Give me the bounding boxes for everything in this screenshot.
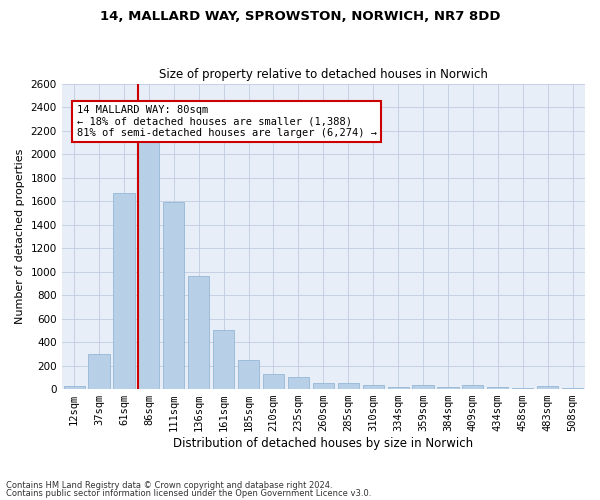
- Bar: [412, 385, 434, 389]
- Text: 14 MALLARD WAY: 80sqm
← 18% of detached houses are smaller (1,388)
81% of semi-d: 14 MALLARD WAY: 80sqm ← 18% of detached …: [77, 104, 377, 138]
- Bar: [487, 386, 508, 389]
- Bar: [163, 202, 184, 389]
- Text: Contains HM Land Registry data © Crown copyright and database right 2024.: Contains HM Land Registry data © Crown c…: [6, 481, 332, 490]
- Bar: [188, 276, 209, 389]
- Bar: [88, 354, 110, 389]
- Bar: [562, 388, 583, 389]
- Bar: [238, 360, 259, 389]
- Bar: [462, 385, 484, 389]
- Bar: [338, 383, 359, 389]
- Bar: [537, 386, 558, 389]
- Bar: [64, 386, 85, 389]
- Bar: [388, 386, 409, 389]
- Y-axis label: Number of detached properties: Number of detached properties: [15, 148, 25, 324]
- Bar: [362, 385, 384, 389]
- Bar: [213, 330, 234, 389]
- Text: 14, MALLARD WAY, SPROWSTON, NORWICH, NR7 8DD: 14, MALLARD WAY, SPROWSTON, NORWICH, NR7…: [100, 10, 500, 23]
- Bar: [113, 193, 134, 389]
- Bar: [437, 386, 458, 389]
- Bar: [288, 378, 309, 389]
- Bar: [512, 388, 533, 389]
- Title: Size of property relative to detached houses in Norwich: Size of property relative to detached ho…: [159, 68, 488, 81]
- X-axis label: Distribution of detached houses by size in Norwich: Distribution of detached houses by size …: [173, 437, 473, 450]
- Text: Contains public sector information licensed under the Open Government Licence v3: Contains public sector information licen…: [6, 488, 371, 498]
- Bar: [313, 383, 334, 389]
- Bar: [263, 374, 284, 389]
- Bar: [138, 138, 160, 389]
